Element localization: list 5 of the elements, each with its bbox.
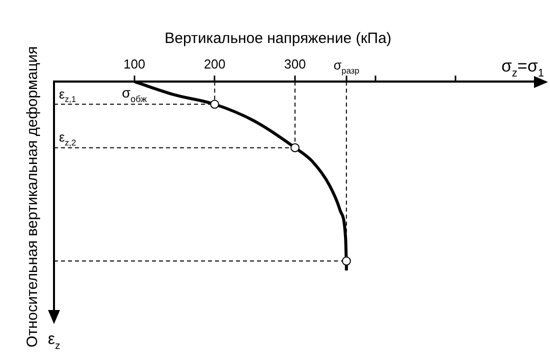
chart-title: Вертикальное напряжение (кПа) — [164, 30, 392, 48]
y-axis-title: Относительная вертикальная деформация — [24, 46, 42, 348]
x-tick-label: 200 — [204, 56, 226, 72]
x-tick-label: 300 — [284, 56, 306, 72]
x-tick-label: 100 — [123, 56, 146, 72]
